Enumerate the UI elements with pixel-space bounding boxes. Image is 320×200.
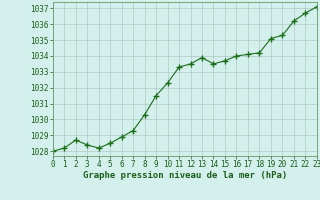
X-axis label: Graphe pression niveau de la mer (hPa): Graphe pression niveau de la mer (hPa) bbox=[83, 171, 287, 180]
